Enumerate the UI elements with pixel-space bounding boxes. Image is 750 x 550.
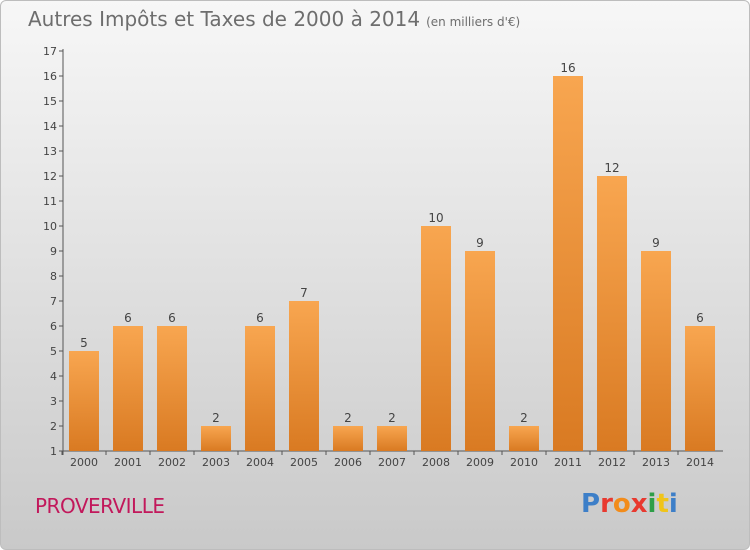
bar-value-label: 7 bbox=[300, 286, 308, 300]
bar-value-label: 2 bbox=[344, 411, 352, 425]
y-tick-label: 13 bbox=[43, 145, 57, 158]
bar bbox=[685, 326, 715, 451]
x-tick-label: 2008 bbox=[422, 456, 450, 469]
bar-value-label: 9 bbox=[476, 236, 484, 250]
bar bbox=[465, 251, 495, 451]
bar bbox=[509, 426, 539, 451]
chart-title: Autres Impôts et Taxes de 2000 à 2014 (en… bbox=[28, 7, 520, 31]
bar bbox=[245, 326, 275, 451]
y-tick-label: 5 bbox=[50, 345, 57, 358]
bar-value-label: 10 bbox=[428, 211, 443, 225]
bar-value-label: 6 bbox=[168, 311, 176, 325]
y-tick-label: 7 bbox=[50, 295, 57, 308]
proxiti-logo: Proxiti bbox=[581, 489, 678, 519]
x-tick-label: 2006 bbox=[334, 456, 362, 469]
y-tick-label: 11 bbox=[43, 195, 57, 208]
x-tick-label: 2013 bbox=[642, 456, 670, 469]
title-text: Autres Impôts et Taxes de 2000 à 2014 bbox=[28, 7, 421, 31]
bar-value-label: 2 bbox=[520, 411, 528, 425]
bar bbox=[157, 326, 187, 451]
x-tick-label: 2010 bbox=[510, 456, 538, 469]
bar bbox=[333, 426, 363, 451]
y-tick-label: 14 bbox=[43, 120, 57, 133]
y-tick-label: 2 bbox=[50, 420, 57, 433]
x-tick-label: 2009 bbox=[466, 456, 494, 469]
x-tick-label: 2014 bbox=[686, 456, 714, 469]
bar-value-label: 5 bbox=[80, 336, 88, 350]
bar-value-label: 2 bbox=[212, 411, 220, 425]
y-tick-label: 1 bbox=[50, 445, 57, 458]
bar bbox=[69, 351, 99, 451]
bar bbox=[201, 426, 231, 451]
x-tick-label: 2011 bbox=[554, 456, 582, 469]
bar bbox=[377, 426, 407, 451]
x-tick-label: 2000 bbox=[70, 456, 98, 469]
y-tick-label: 15 bbox=[43, 95, 57, 108]
x-tick-label: 2012 bbox=[598, 456, 626, 469]
x-tick-label: 2007 bbox=[378, 456, 406, 469]
x-tick-label: 2001 bbox=[114, 456, 142, 469]
x-tick-label: 2002 bbox=[158, 456, 186, 469]
x-tick-label: 2005 bbox=[290, 456, 318, 469]
bar bbox=[113, 326, 143, 451]
y-tick-label: 3 bbox=[50, 395, 57, 408]
bar-value-label: 9 bbox=[652, 236, 660, 250]
bar bbox=[553, 76, 583, 451]
chart-subtitle: (en milliers d'€) bbox=[426, 15, 521, 29]
bar-value-label: 12 bbox=[604, 161, 619, 175]
x-tick-label: 2004 bbox=[246, 456, 274, 469]
bar-value-label: 6 bbox=[696, 311, 704, 325]
bar bbox=[641, 251, 671, 451]
y-tick-label: 6 bbox=[50, 320, 57, 333]
bar bbox=[421, 226, 451, 451]
y-tick-label: 4 bbox=[50, 370, 57, 383]
y-tick-label: 9 bbox=[50, 245, 57, 258]
y-tick-label: 10 bbox=[43, 220, 57, 233]
bar-value-label: 6 bbox=[256, 311, 264, 325]
commune-name: PROVERVILLE bbox=[35, 494, 165, 518]
bar bbox=[597, 176, 627, 451]
y-tick-label: 17 bbox=[43, 45, 57, 58]
x-tick-label: 2003 bbox=[202, 456, 230, 469]
bar-value-label: 2 bbox=[388, 411, 396, 425]
y-tick-label: 8 bbox=[50, 270, 57, 283]
y-tick-label: 12 bbox=[43, 170, 57, 183]
y-tick-label: 16 bbox=[43, 70, 57, 83]
bar-value-label: 6 bbox=[124, 311, 132, 325]
bar bbox=[289, 301, 319, 451]
bar-value-label: 16 bbox=[560, 61, 575, 75]
